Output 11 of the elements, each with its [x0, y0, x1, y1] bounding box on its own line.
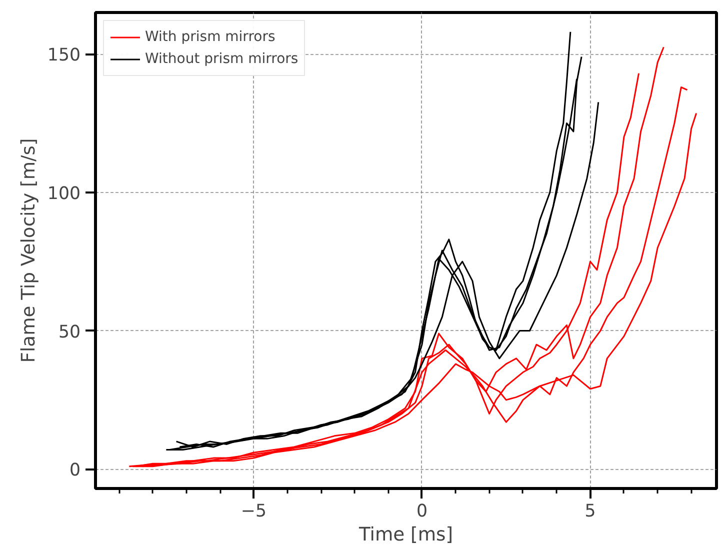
legend-label: Without prism mirrors — [145, 51, 298, 67]
y-tick-label: 50 — [58, 322, 81, 342]
x-tick-label: 5 — [584, 502, 596, 522]
x-axis-title: Time [ms] — [358, 524, 454, 546]
legend-label: With prism mirrors — [145, 29, 276, 45]
y-tick-label: 150 — [47, 46, 81, 66]
y-axis-title: Flame Tip Velocity [m/s] — [18, 138, 40, 363]
y-tick-label: 100 — [47, 184, 81, 204]
x-tick-label: −5 — [240, 502, 266, 522]
y-tick-label: 0 — [69, 460, 81, 481]
x-tick-label: 0 — [416, 502, 428, 522]
